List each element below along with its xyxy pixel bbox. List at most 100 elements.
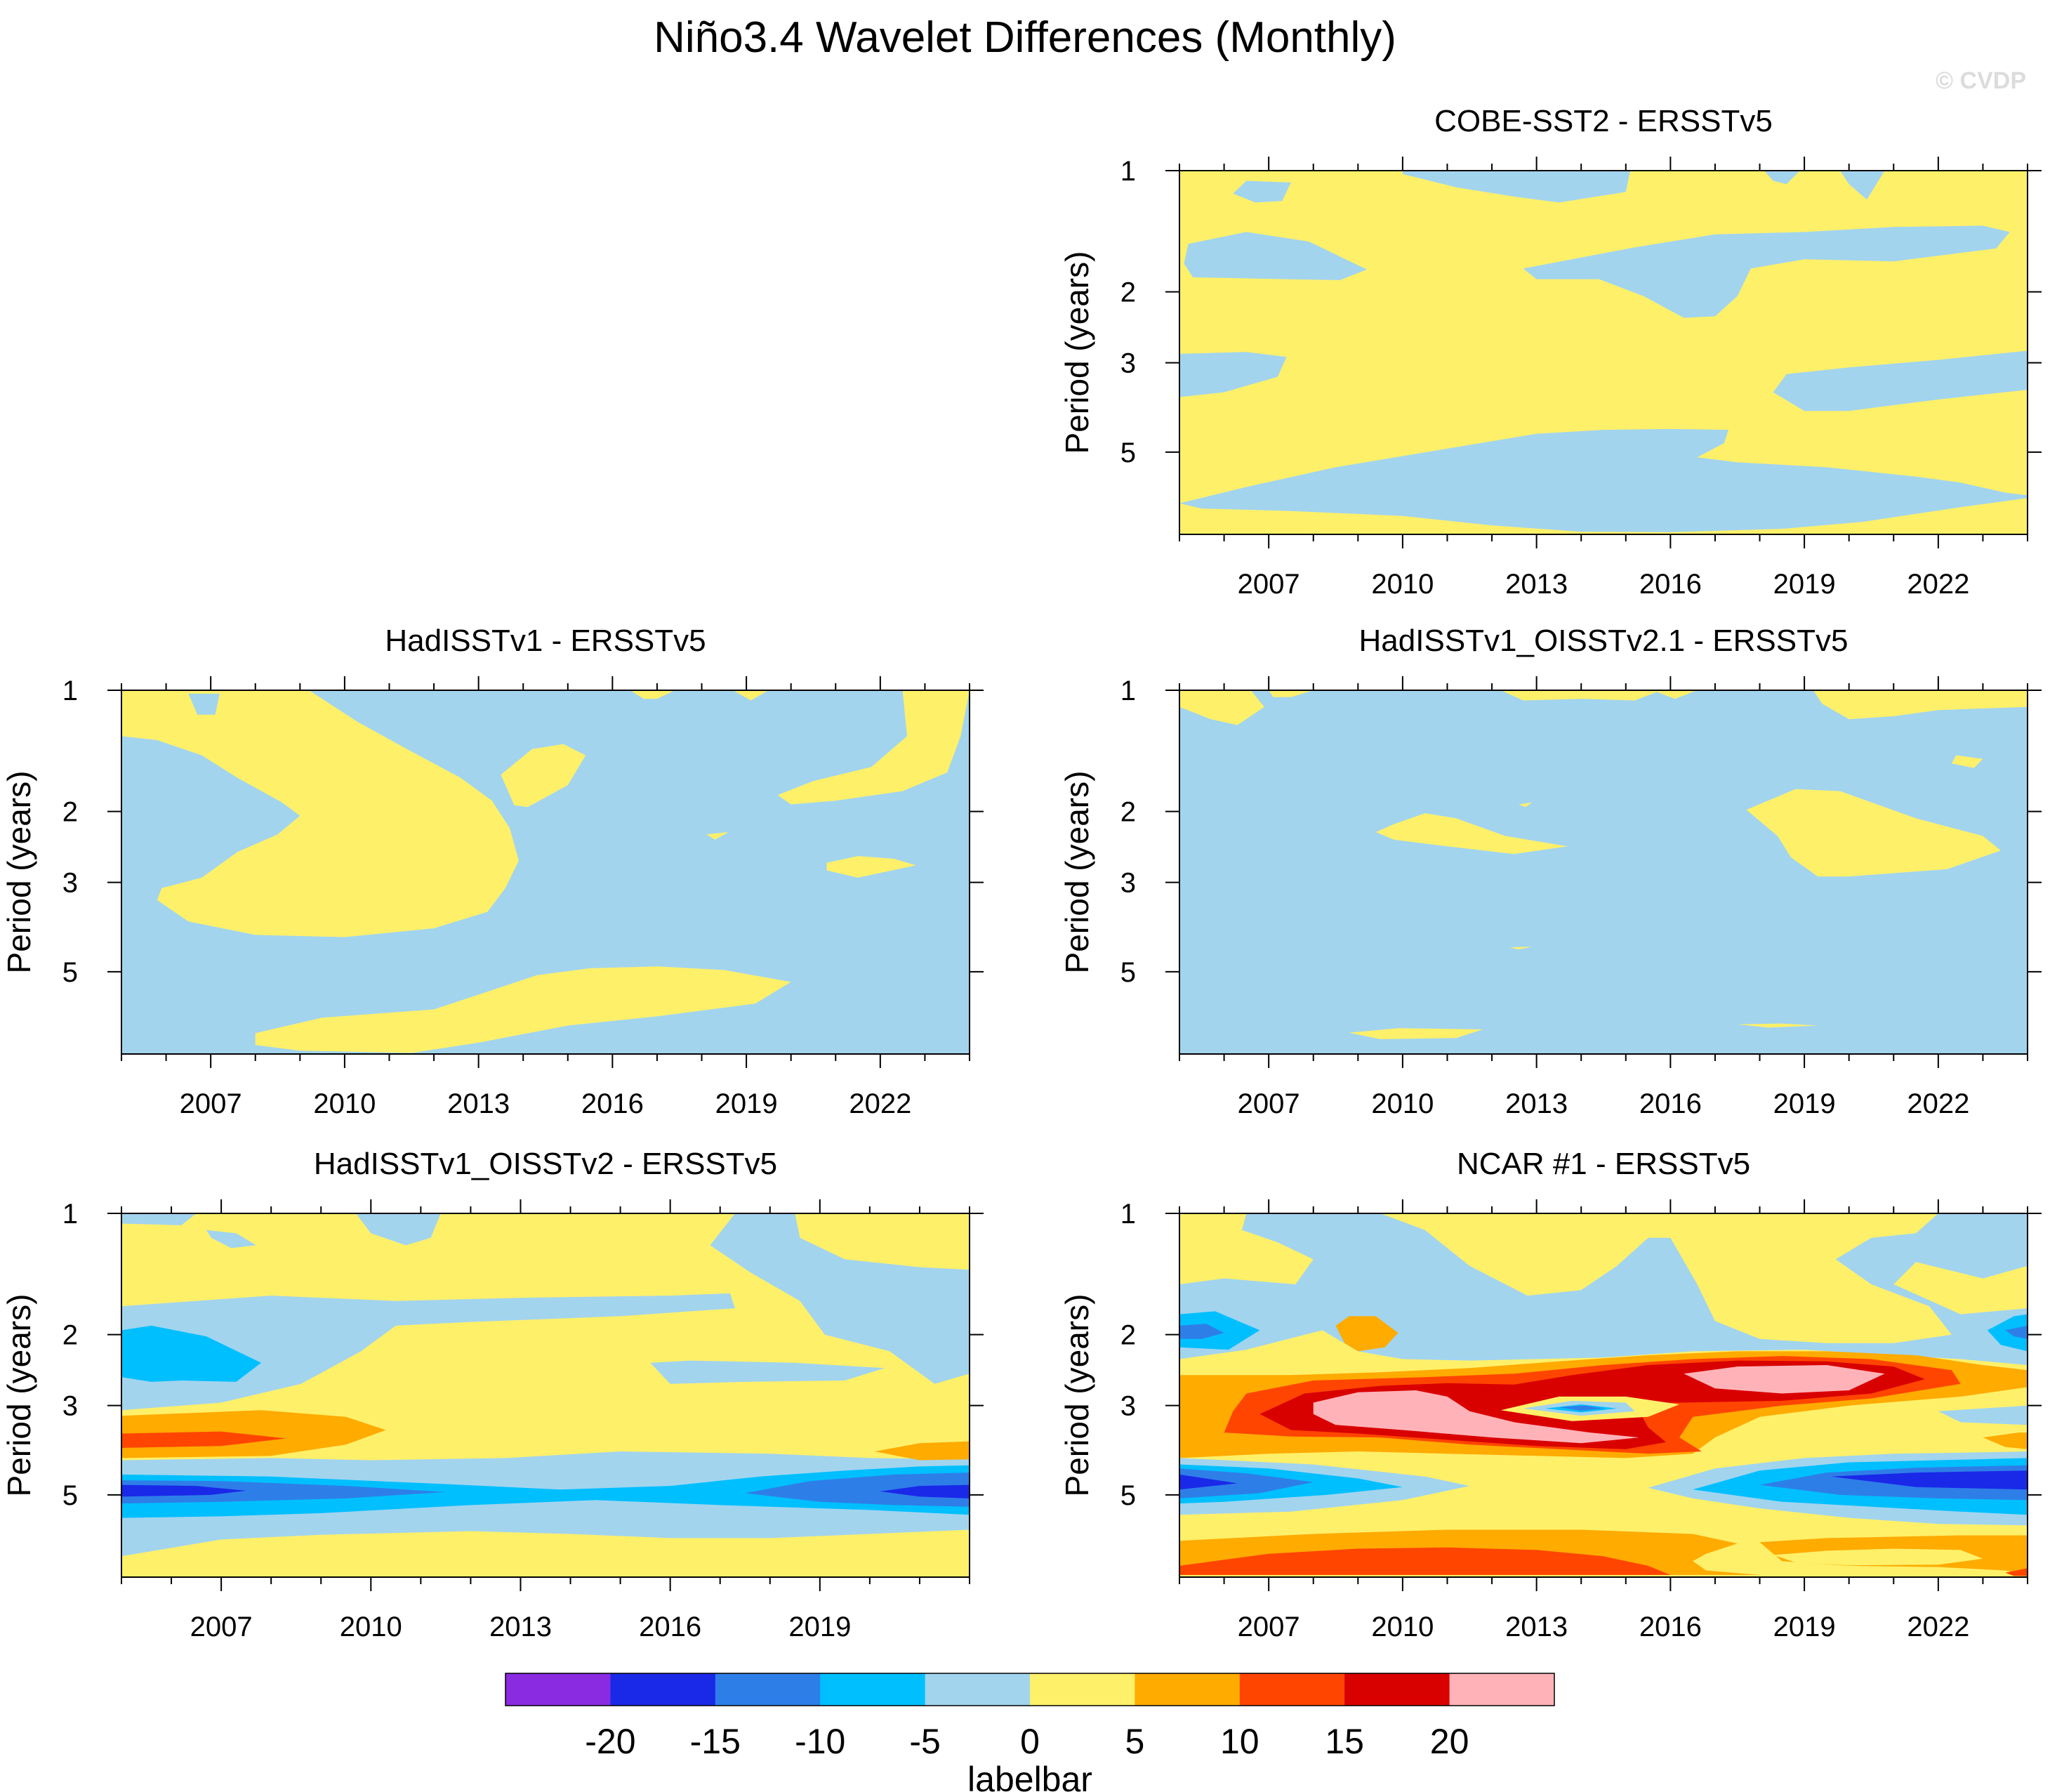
- panel-top-right: 2007 2010 2013 2016 2019 2022 1 2 3 5 Period (year…: [1059, 104, 2042, 600]
- colorbar-swatch: [1239, 1673, 1345, 1706]
- x-tick-label: 2022: [1907, 1088, 1969, 1119]
- y-axis-label: Period (years): [1059, 771, 1095, 974]
- contour-region: [1184, 232, 1367, 280]
- x-tick-label: 2010: [1371, 1088, 1434, 1119]
- contour-region: [1505, 1222, 1528, 1253]
- contour-region: [1375, 813, 1568, 855]
- contour-region: [650, 1360, 885, 1384]
- x-tick-label: 2013: [447, 1088, 510, 1119]
- contour-region: [1233, 180, 1291, 203]
- contour-region: [121, 690, 519, 937]
- contour-region: [1652, 690, 1698, 699]
- y-axis-label: Period (years): [1059, 1294, 1095, 1497]
- colorbar-swatch: [820, 1673, 926, 1706]
- y-tick-label: 5: [1120, 1480, 1136, 1511]
- colorbar-swatch: [610, 1673, 716, 1706]
- contour-region: [121, 1465, 970, 1518]
- colorbar-frame: [505, 1673, 1555, 1706]
- x-tick-label: 2019: [788, 1612, 851, 1642]
- contour-region: [880, 1484, 970, 1498]
- colorbar-swatch: [505, 1673, 611, 1706]
- x-tick-label: 2022: [849, 1088, 911, 1119]
- y-tick-label: 5: [1120, 437, 1136, 468]
- x-tick-label: 2016: [581, 1088, 644, 1119]
- colorbar-swatch: [1030, 1673, 1135, 1706]
- y-tick-label: 3: [62, 868, 78, 899]
- x-tick-label: 2019: [715, 1088, 778, 1119]
- panel-middle-left: 2007 2010 2013 2016 2019 2022 1 2 3 5 Period (year…: [1, 624, 984, 1119]
- x-tick-label: 2019: [1773, 1612, 1836, 1642]
- contour-region: [1349, 1028, 1483, 1039]
- x-tick-label: 2022: [1907, 569, 1969, 600]
- x-tick-label: 2013: [1505, 1088, 1568, 1119]
- contour-region: [1773, 1548, 1983, 1566]
- y-tick-label: 1: [1120, 1199, 1136, 1230]
- x-tick-label: 2007: [1238, 1612, 1300, 1642]
- contour-region: [1500, 690, 1662, 701]
- contour-region: [255, 966, 791, 1053]
- contour-region: [777, 690, 970, 805]
- contour-region: [206, 1230, 256, 1249]
- y-axis-label: Period (years): [1, 1294, 37, 1497]
- copyright-watermark: © CVDP: [1936, 67, 2026, 94]
- contour-region: [1840, 171, 1885, 200]
- x-tick-label: 2010: [313, 1088, 376, 1119]
- contour-region: [1179, 352, 1287, 397]
- contour-region: [706, 832, 729, 840]
- colorbar-swatch: [1344, 1673, 1450, 1706]
- y-tick-label: 1: [1120, 676, 1136, 706]
- contour-region: [1737, 1023, 1818, 1028]
- y-tick-label: 3: [1120, 1391, 1136, 1422]
- contour-region: [501, 744, 586, 808]
- y-tick-label: 5: [62, 1480, 78, 1511]
- x-tick-label: 2010: [1371, 569, 1434, 600]
- x-tick-label: 2022: [1907, 1612, 1969, 1642]
- contour-region: [1335, 1316, 1398, 1352]
- panel-title: NCAR #1 - ERSSTv5: [1457, 1147, 1750, 1181]
- colorbar-label: -20: [585, 1722, 635, 1761]
- contour-region: [1764, 171, 1800, 185]
- contour-region: [1313, 1390, 1639, 1444]
- contour-region: [1983, 1432, 2028, 1449]
- contour-region: [710, 1213, 970, 1384]
- panel-bottom-right: 2007 2010 2013 2016 2019 2022 1 2 3 5 Period (year…: [1059, 1147, 2042, 1642]
- x-tick-label: 2016: [1639, 1612, 1702, 1642]
- contour-region: [1523, 225, 2010, 318]
- colorbar-label: -5: [909, 1722, 940, 1761]
- y-tick-label: 3: [1120, 868, 1136, 899]
- contour-region: [1509, 947, 1533, 950]
- colorbar-label: 0: [1020, 1722, 1040, 1761]
- y-tick-label: 2: [1120, 1320, 1136, 1351]
- colorbar-title: labelbar: [967, 1760, 1092, 1792]
- colorbar-label: 15: [1325, 1722, 1364, 1761]
- contour-region: [121, 1480, 446, 1504]
- colorbar-label: 5: [1125, 1722, 1144, 1761]
- x-tick-label: 2019: [1773, 569, 1836, 600]
- colorbar-swatch: [925, 1673, 1031, 1706]
- y-tick-label: 2: [62, 1320, 78, 1351]
- y-tick-label: 3: [1120, 348, 1136, 379]
- colorbar-label: -15: [690, 1722, 741, 1761]
- x-tick-label: 2007: [190, 1612, 253, 1642]
- contour-region: [1938, 1405, 2028, 1425]
- contour-region: [1746, 789, 2001, 877]
- y-tick-label: 2: [1120, 797, 1136, 828]
- colorbar: -20 -15 -10 -5 0 5 10 15 20 labelbar: [505, 1673, 1555, 1792]
- x-tick-label: 2013: [1505, 569, 1568, 600]
- contour-region: [1951, 755, 1983, 768]
- contour-region: [1179, 1474, 1238, 1490]
- contour-region: [1179, 428, 2028, 532]
- plot-frame: [1179, 690, 2028, 1055]
- contour-region: [1559, 1405, 1603, 1411]
- contour-region: [745, 1473, 970, 1507]
- panel-middle-right: 2007 2010 2013 2016 2019 2022 1 2 3 5 Period (year…: [1059, 624, 2042, 1119]
- x-tick-label: 2013: [1505, 1612, 1568, 1642]
- contour-region: [121, 1213, 197, 1225]
- panel-bottom-left: 2007 2010 2013 2016 2019 1 2 3 5 Period (years) Ha…: [1, 1147, 984, 1642]
- contour-region: [1684, 1365, 1885, 1394]
- plot-frame: [1179, 170, 2028, 535]
- contour-region: [733, 690, 769, 701]
- plot-frame: [121, 690, 970, 1055]
- figure-title: Niño3.4 Wavelet Differences (Monthly): [654, 13, 1396, 62]
